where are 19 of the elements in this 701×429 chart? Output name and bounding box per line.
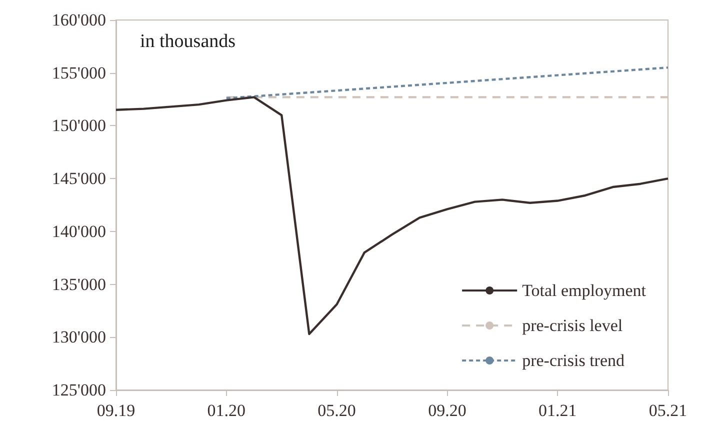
x-tick-label: 01.20: [207, 401, 246, 420]
annotation: in thousands: [140, 31, 236, 52]
x-tick-label: 01.21: [538, 401, 577, 420]
legend-label: pre-crisis level: [522, 316, 623, 335]
x-tick-label: 09.19: [96, 401, 136, 420]
legend-label: Total employment: [522, 281, 646, 300]
y-tick-label: 125'000: [52, 380, 106, 400]
y-tick-label: 150'000: [52, 116, 106, 136]
x-tick-label: 05.20: [318, 401, 356, 420]
line-series: [114, 96, 670, 336]
legend-label: pre-crisis trend: [522, 351, 626, 370]
y-tick-label: 155'000: [52, 63, 106, 82]
y-tick-label: 160'000: [52, 10, 106, 30]
y-tick-label: 130'000: [52, 328, 106, 347]
x-tick-label: 09.20: [428, 401, 466, 420]
y-tick-label: 140'000: [52, 222, 106, 241]
y-tick-label: 135'000: [52, 274, 106, 294]
x-tick-label: 05.21: [648, 401, 688, 420]
y-tick-label: 145'000: [52, 169, 106, 188]
